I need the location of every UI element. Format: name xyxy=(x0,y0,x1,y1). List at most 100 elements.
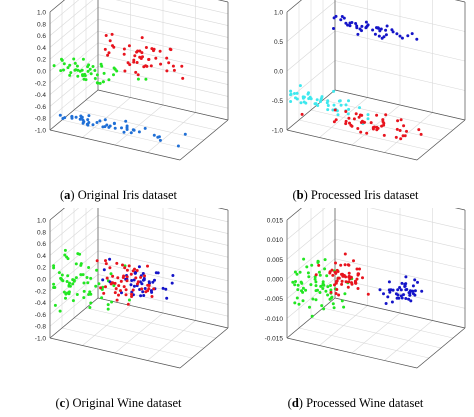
data-point-green xyxy=(62,68,65,72)
data-point-cyan xyxy=(289,93,293,97)
data-point-green xyxy=(52,282,56,286)
data-point-navy xyxy=(406,34,410,38)
box-edge xyxy=(49,129,181,161)
data-point-green xyxy=(294,280,297,283)
floor-gridline xyxy=(310,109,442,141)
data-point-green xyxy=(320,304,324,308)
data-point-green xyxy=(318,291,322,294)
data-point-green xyxy=(68,63,72,67)
data-point-green xyxy=(321,283,325,287)
grid-lines xyxy=(49,0,229,161)
data-point-red xyxy=(116,276,120,280)
data-point-green xyxy=(76,74,80,78)
grid-lines xyxy=(49,208,229,369)
data-point-navy xyxy=(137,265,141,269)
floor-gridline xyxy=(384,112,433,153)
data-point-green xyxy=(88,290,92,294)
data-point-green xyxy=(112,66,116,70)
data-point-navy xyxy=(413,293,417,297)
data-point-green xyxy=(74,276,78,280)
data-point-green xyxy=(332,306,336,310)
data-point-red xyxy=(111,44,114,48)
data-point-cyan xyxy=(339,103,343,107)
data-point-navy xyxy=(390,300,394,304)
data-point-navy xyxy=(143,287,147,290)
data-point-blue xyxy=(125,128,129,131)
data-point-green xyxy=(65,291,69,295)
z-tick-label: 0.2 xyxy=(37,265,46,272)
data-point-green xyxy=(310,263,314,267)
floor-gridline xyxy=(384,320,433,361)
data-point-green xyxy=(64,296,67,300)
data-point-navy xyxy=(400,36,404,40)
data-point-blue xyxy=(103,125,107,129)
data-point-blue xyxy=(108,124,112,128)
z-tick-label: -1.0 xyxy=(35,336,47,343)
back-wall-gridline xyxy=(166,0,229,15)
data-point-green xyxy=(60,57,63,61)
data-point-green xyxy=(110,300,114,304)
data-point-green xyxy=(89,276,93,280)
data-point-red xyxy=(127,44,131,48)
data-point-green xyxy=(311,297,315,301)
data-point-red xyxy=(168,47,172,51)
data-point-red xyxy=(146,283,150,287)
data-point-red xyxy=(144,46,148,49)
data-point-navy xyxy=(387,280,391,284)
data-point-green xyxy=(293,301,297,305)
data-point-cyan xyxy=(336,113,340,117)
data-point-red xyxy=(131,269,135,273)
data-point-red xyxy=(110,32,114,36)
data-point-red xyxy=(375,113,379,117)
data-point-red xyxy=(343,263,347,267)
data-point-red xyxy=(165,56,169,60)
box-edge xyxy=(334,89,466,121)
data-point-red xyxy=(129,272,133,276)
z-tick-label: 0.000 xyxy=(267,277,284,284)
data-point-red xyxy=(140,36,144,40)
z-tick-label: -0.6 xyxy=(35,312,47,319)
data-point-navy xyxy=(354,22,358,25)
data-point-red xyxy=(361,276,364,280)
caption-text: Original Wine dataset xyxy=(69,396,182,410)
data-point-green xyxy=(296,283,300,287)
data-point-red xyxy=(317,263,321,267)
floor-gridline xyxy=(147,320,196,361)
data-point-red xyxy=(335,268,339,272)
data-point-green xyxy=(94,284,98,288)
data-point-navy xyxy=(348,21,352,25)
data-point-navy xyxy=(390,28,394,32)
z-tick-label: -0.8 xyxy=(35,116,47,123)
data-point-blue xyxy=(58,113,62,117)
data-point-red xyxy=(339,263,343,267)
data-point-navy xyxy=(380,36,384,40)
data-point-red xyxy=(119,289,122,293)
data-point-red xyxy=(347,116,351,120)
data-point-cyan xyxy=(346,112,350,116)
box-edge xyxy=(286,89,336,131)
data-point-red xyxy=(103,47,107,51)
data-point-red xyxy=(399,137,403,141)
data-point-cyan xyxy=(316,104,320,107)
data-point-red xyxy=(375,125,379,129)
z-tick-label: 0.8 xyxy=(37,229,46,236)
data-point-navy xyxy=(394,292,398,296)
data-point-red xyxy=(382,133,386,137)
data-point-green xyxy=(78,69,82,73)
data-point-red xyxy=(357,272,361,276)
data-point-navy xyxy=(101,278,105,282)
data-point-red xyxy=(346,285,350,289)
data-point-cyan xyxy=(289,100,293,103)
data-point-red xyxy=(167,61,171,65)
data-point-red xyxy=(340,282,344,286)
data-point-red xyxy=(329,290,333,294)
data-point-green xyxy=(89,72,93,76)
data-point-green xyxy=(323,258,327,262)
data-point-green xyxy=(329,284,332,287)
z-tick-label: 1.0 xyxy=(274,10,283,17)
data-point-red xyxy=(127,264,131,268)
caption-processed-iris: (b) Processed Iris dataset xyxy=(292,188,419,202)
z-tick-label: 0.4 xyxy=(37,45,46,52)
data-point-red xyxy=(108,39,112,43)
data-point-navy xyxy=(149,289,153,293)
